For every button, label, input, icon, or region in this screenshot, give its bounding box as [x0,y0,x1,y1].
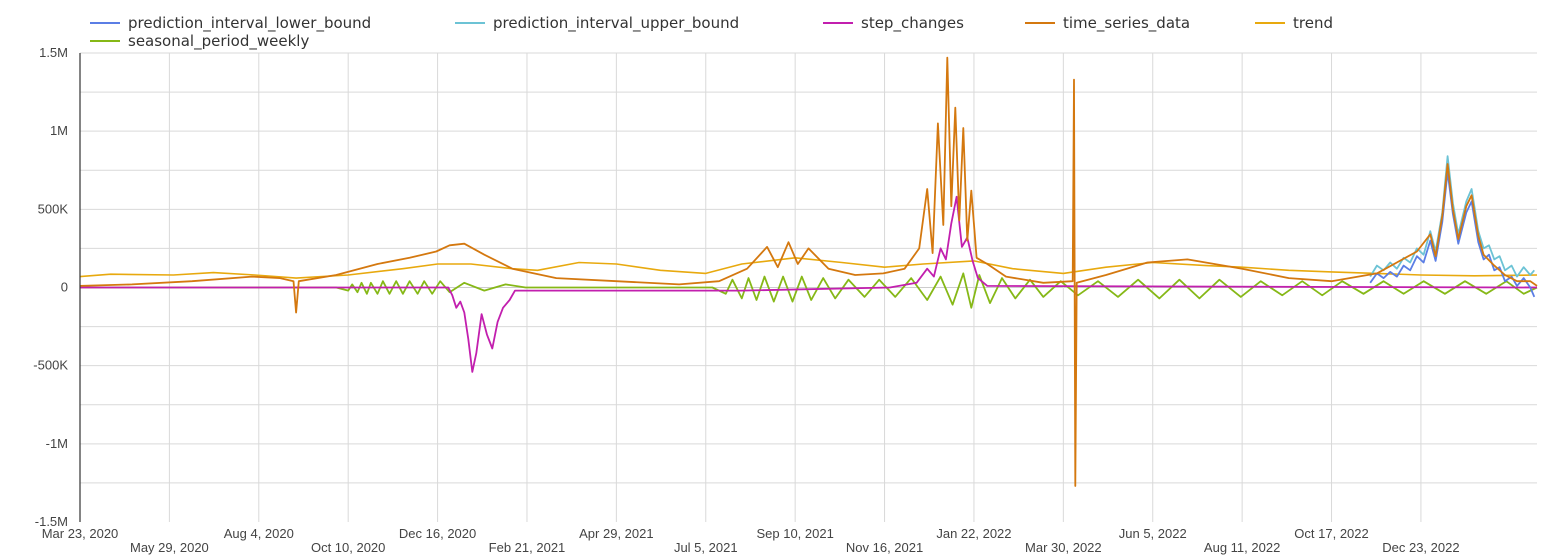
series-line-time-series-data [79,56,1538,487]
x-tick-label: May 29, 2020 [130,540,209,555]
legend-label: step_changes [861,14,964,33]
legend-label: time_series_data [1063,14,1190,33]
x-tick-label: Sep 10, 2021 [756,526,833,541]
legend-label: prediction_interval_lower_bound [128,14,371,33]
y-tick-label: 1M [50,123,68,138]
x-tick-label: Nov 16, 2021 [846,540,923,555]
x-tick-label: Dec 23, 2022 [1382,540,1459,555]
y-tick-label: 500K [38,201,69,216]
legend: prediction_interval_lower_bound predictio… [90,14,1333,51]
x-tick-label: Jun 5, 2022 [1119,526,1187,541]
legend-label: trend [1293,14,1333,32]
x-tick-label: Feb 21, 2021 [489,540,566,555]
series-line-trend [79,257,1538,279]
x-tick-label: Jul 5, 2021 [674,540,738,555]
series-line-prediction-interval-upper-bound [1369,155,1535,278]
x-tick-label: Oct 17, 2022 [1294,526,1368,541]
x-tick-label: Dec 16, 2020 [399,526,476,541]
x-tick-label: Oct 10, 2020 [311,540,385,555]
series-line-step-changes [80,195,1538,373]
legend-label: prediction_interval_upper_bound [493,14,739,33]
series-lines [79,56,1538,487]
x-tick-label: Jan 22, 2022 [936,526,1011,541]
x-tick-label: Mar 23, 2020 [42,526,119,541]
y-tick-label: -500K [33,358,68,373]
y-tick-label: -1.5M [35,514,68,529]
y-tick-label: 0 [61,280,68,295]
y-tick-label: 1.5M [39,45,68,60]
x-tick-label: Mar 30, 2022 [1025,540,1102,555]
legend-label: seasonal_period_weekly [128,32,309,51]
y-tick-label: -1M [46,436,68,451]
x-tick-label: Aug 11, 2022 [1204,540,1280,555]
x-tick-label: Apr 29, 2021 [579,526,653,541]
x-tick-label: Aug 4, 2020 [224,526,294,541]
